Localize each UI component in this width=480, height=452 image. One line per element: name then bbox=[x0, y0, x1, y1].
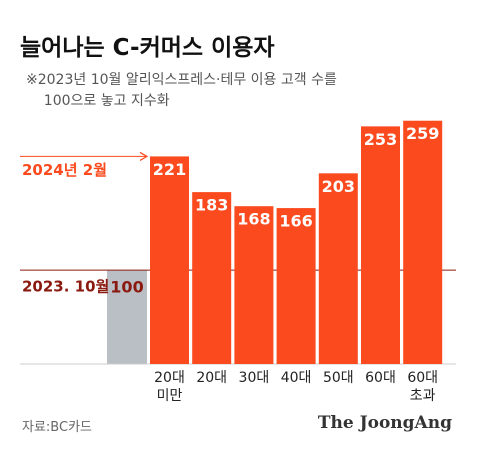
bar bbox=[234, 206, 274, 364]
value-label: 259 bbox=[406, 124, 439, 143]
reference-label: 2023. 10월 bbox=[22, 278, 109, 296]
value-label: 203 bbox=[322, 177, 355, 196]
reference-bar bbox=[107, 270, 147, 364]
x-tick-label: 40대 bbox=[280, 370, 312, 386]
value-label: 168 bbox=[237, 210, 270, 229]
subtitle: ※2023년 10월 알리익스프레스·테무 이용 고객 수를 100으로 놓고 … bbox=[26, 72, 337, 109]
source: 자료:BC카드 bbox=[22, 420, 92, 435]
reference-value-label: 100 bbox=[110, 278, 143, 297]
bar bbox=[318, 173, 358, 364]
x-tick-label: 60대 초과 bbox=[407, 370, 439, 404]
x-tick-label: 20대 미만 bbox=[154, 370, 185, 404]
value-label: 166 bbox=[279, 212, 312, 231]
x-tick-label: 60대 bbox=[365, 370, 396, 386]
value-label: 221 bbox=[153, 160, 186, 179]
value-label: 183 bbox=[195, 196, 228, 215]
series-label: 2024년 2월 bbox=[22, 161, 107, 179]
bar bbox=[150, 156, 189, 364]
bar bbox=[192, 192, 232, 364]
bar bbox=[276, 208, 316, 364]
bar bbox=[361, 126, 400, 364]
x-tick-label: 50대 bbox=[322, 370, 354, 386]
x-tick-label: 20대 bbox=[196, 370, 228, 386]
chart-title: 늘어나는 C-커머스 이용자 bbox=[20, 35, 275, 61]
bar bbox=[403, 120, 443, 364]
x-tick-label: 30대 bbox=[238, 370, 270, 386]
brand: The JoongAng bbox=[317, 413, 452, 433]
value-label: 253 bbox=[364, 130, 397, 149]
arrow-head bbox=[139, 151, 149, 161]
